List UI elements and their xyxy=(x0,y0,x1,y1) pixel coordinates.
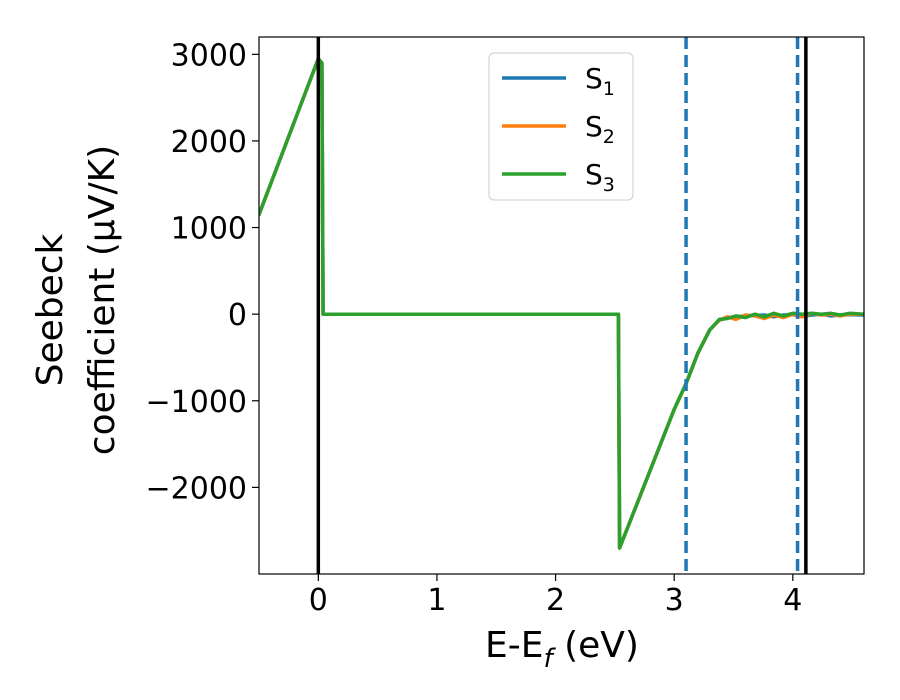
y-tick-label: 2000 xyxy=(171,125,247,160)
x-axis-ticks: 0 1 2 3 4 xyxy=(309,574,802,618)
legend-label-s3: S3 xyxy=(585,158,615,196)
x-tick-label: 2 xyxy=(546,583,565,618)
legend-label-s1: S1 xyxy=(585,62,615,100)
x-tick-label: 1 xyxy=(427,583,446,618)
plot-frame xyxy=(258,36,865,575)
series-line-s3 xyxy=(259,56,864,550)
series-group xyxy=(259,37,864,574)
x-tick-label: 3 xyxy=(665,583,684,618)
legend: S1 S2 S3 xyxy=(488,52,634,201)
plot-area xyxy=(258,36,865,575)
x-tick-label: 0 xyxy=(309,583,328,618)
legend-label-s2: S2 xyxy=(585,110,615,148)
y-tick-label: 3000 xyxy=(171,38,247,73)
y-tick-label: −1000 xyxy=(146,385,247,420)
y-tick-label: −2000 xyxy=(146,471,247,506)
y-axis-ticks: −2000 −1000 0 1000 2000 3000 xyxy=(146,38,259,506)
y-tick-label: 0 xyxy=(228,298,247,333)
y-tick-label: 1000 xyxy=(171,212,247,247)
y-axis-label-line2: coefficient (μV/K) xyxy=(82,145,123,455)
y-axis-label-line1: Seebeck xyxy=(30,233,71,386)
x-tick-label: 4 xyxy=(783,583,802,618)
